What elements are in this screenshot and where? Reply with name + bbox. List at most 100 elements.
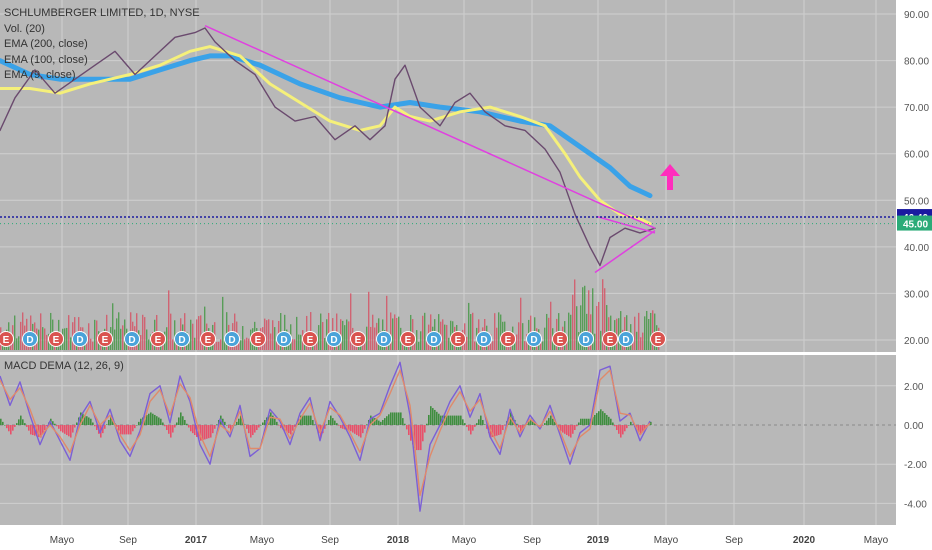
histogram-bar [210,425,212,438]
volume-bar [124,319,126,350]
histogram-bar [54,423,56,425]
histogram-bar [6,425,8,429]
histogram-bar [202,425,204,441]
marker-label: E [655,335,662,346]
macd-tick-label: 0.00 [904,421,924,432]
histogram-bar [378,420,380,425]
histogram-bar [292,425,294,431]
histogram-bar [126,425,128,435]
volume-bar [264,318,266,350]
histogram-bar [608,416,610,425]
price-axis[interactable] [896,0,932,525]
histogram-bar [618,425,620,434]
histogram-bar [390,412,392,425]
histogram-bar [504,425,506,426]
histogram-bar [38,425,40,437]
volume-bar [418,341,420,350]
time-tick-label: 2018 [387,535,410,546]
volume-bar [274,327,276,350]
histogram-bar [62,425,64,433]
histogram-bar [260,425,262,426]
histogram-bar [602,411,604,425]
histogram-bar [170,425,172,438]
histogram-bar [264,419,266,425]
histogram-bar [360,425,362,438]
marker-label: D [582,335,589,346]
histogram-bar [476,423,478,425]
volume-bar [118,312,120,350]
histogram-bar [588,418,590,425]
histogram-bar [630,421,632,425]
histogram-bar [306,415,308,425]
time-tick-label: Sep [523,535,541,546]
marker-circle [618,331,634,347]
histogram-bar [482,419,484,425]
histogram-bar [616,425,618,431]
ema-lines [0,27,656,267]
histogram-bar [66,425,68,436]
marker-label: E [155,335,162,346]
histogram-bar [118,425,120,431]
time-tick-label: Sep [119,535,137,546]
histogram-bar [336,423,338,425]
volume-bar [296,316,298,350]
time-axis[interactable] [0,525,896,550]
volume-bar [580,305,582,350]
histogram-bar [250,425,252,438]
volume-bar [224,336,226,350]
volume-bar [226,312,228,350]
histogram-bar [380,421,382,425]
histogram-bar [542,425,544,426]
histogram-bar [436,411,438,425]
histogram-bar [326,424,328,425]
volume-bar [398,316,400,350]
marker-circle [400,331,416,347]
volume-bar [20,321,22,350]
volume-bar [470,314,472,350]
histogram-bar [384,418,386,425]
histogram-bar [188,425,190,428]
histogram-bar [614,425,616,427]
volume-bar [120,328,122,350]
histogram-bar [234,425,236,426]
histogram-bar [64,425,66,434]
time-tick-label: Sep [725,535,743,546]
histogram-bar [598,411,600,425]
volume-bar [86,337,88,350]
marker-label: D [380,335,387,346]
histogram-bar [394,412,396,425]
marker-label: E [102,335,109,346]
histogram-bar [92,422,94,425]
histogram-bar [478,419,480,425]
price-tick-label: 80.00 [904,57,929,68]
histogram-bar [88,417,90,425]
marker-circle [200,331,216,347]
volume-bar [370,326,372,350]
marker-label: E [405,335,412,346]
price-tick-label: 20.00 [904,336,929,347]
volume-bar [68,315,70,350]
histogram-bar [424,425,426,433]
histogram-bar [74,425,76,428]
volume-bar [270,333,272,350]
volume-bar [322,322,324,350]
histogram-bar [622,425,624,435]
volume-bar [280,313,282,350]
macd-tick-label: -2.00 [904,460,927,471]
volume-bar [572,294,574,350]
volume-bar [318,325,320,350]
marker-label: D [430,335,437,346]
volume-bar [604,288,606,350]
legend-volume: Vol. (20) [4,22,45,35]
volume-bar [144,317,146,350]
histogram-bar [586,418,588,425]
histogram-bar [150,412,152,425]
price-axis-ticks: 90.00 80.00 70.00 60.00 50.00 40.00 30.00 20.00… [904,10,929,510]
histogram-bar [392,412,394,425]
histogram-bar [568,425,570,437]
histogram-bar [290,425,292,435]
volume-bar [248,338,250,350]
histogram-bar [194,425,196,436]
histogram-bar [458,415,460,425]
